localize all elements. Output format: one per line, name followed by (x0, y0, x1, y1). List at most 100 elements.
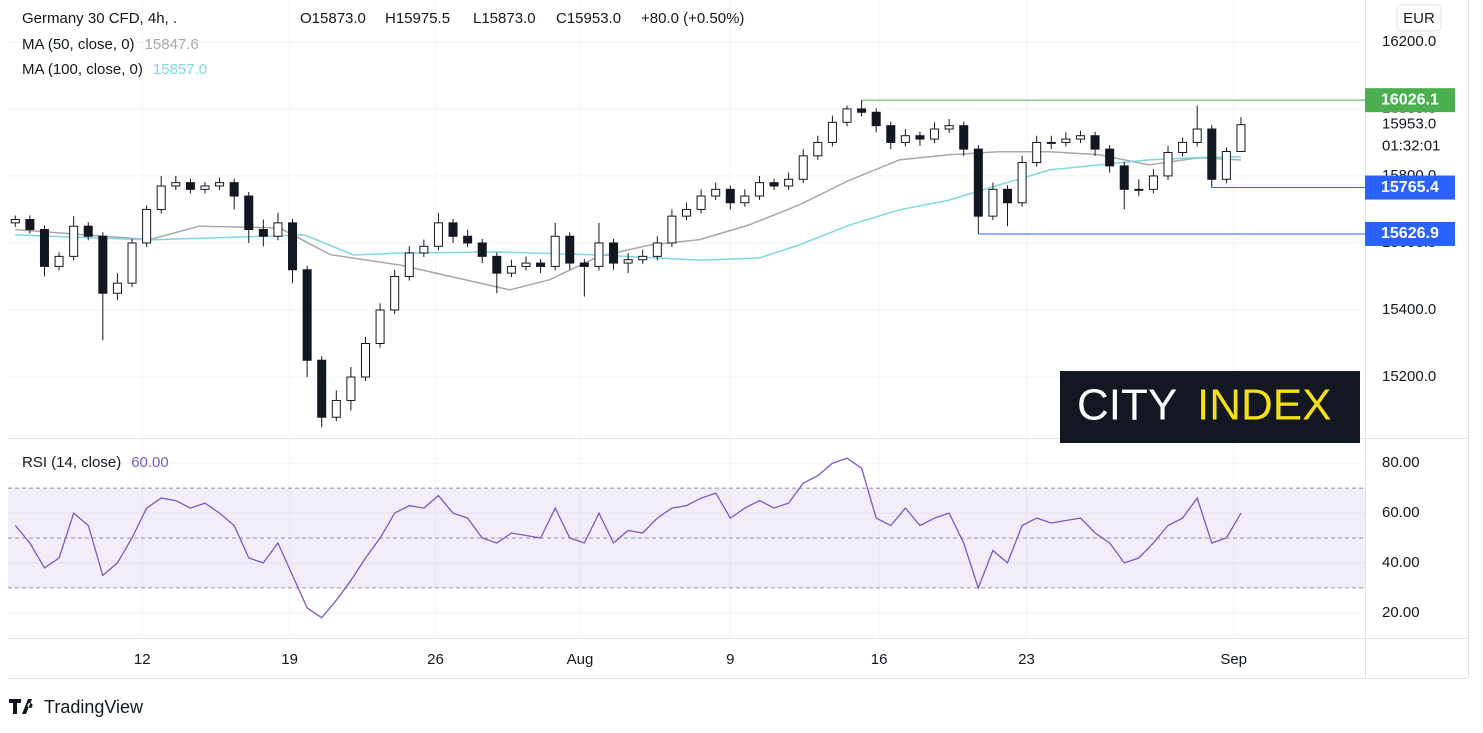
rsi-legend-value: 60.00 (131, 454, 169, 471)
candle-body (1061, 138, 1071, 143)
candle-body (594, 242, 604, 267)
candle-body (1090, 135, 1100, 150)
candle-body (127, 242, 137, 284)
candle-body (98, 235, 108, 294)
candle-body (83, 225, 93, 237)
candle-body (477, 242, 487, 257)
candle-body (39, 229, 49, 267)
rsi-tick-label: 20.00 (1382, 604, 1420, 621)
moving-average-line (15, 151, 1242, 291)
currency[interactable]: EUR (1403, 10, 1435, 27)
legend-value: 15847.6 (145, 36, 199, 53)
candle-body (842, 108, 852, 123)
candle-body (463, 235, 473, 244)
candle-body (69, 225, 79, 257)
candle-body (360, 342, 371, 378)
candle-body (1178, 141, 1188, 153)
ohlc-high: H15975.5 (385, 10, 450, 27)
candle-body (886, 125, 896, 143)
x-tick-label: Sep (1220, 651, 1247, 668)
candle-body (696, 195, 706, 210)
candle-body (930, 128, 940, 140)
level-label: 15765.4 (1381, 179, 1439, 196)
candle-body (725, 188, 735, 204)
candle-body (871, 111, 881, 127)
candle-body (798, 155, 808, 180)
currency-box[interactable] (1396, 4, 1442, 32)
level-label: 15626.9 (1381, 225, 1439, 242)
candle-body (988, 188, 998, 217)
countdown-label: 01:32:01 (1382, 138, 1440, 155)
legend-name: MA (50, close, 0) (22, 36, 135, 53)
candle-body (740, 195, 750, 204)
level-label-box (1365, 88, 1455, 113)
candle-body (667, 215, 677, 244)
candle-body (550, 235, 560, 267)
watermark-city: CITY (1077, 381, 1177, 430)
y-tick-label: 15400.0 (1382, 301, 1436, 318)
candle-body (652, 242, 662, 257)
candle-body (915, 135, 925, 140)
candle-body (1032, 141, 1042, 164)
candle-body (244, 195, 254, 231)
y-tick-label: 16200.0 (1382, 33, 1436, 50)
brand-icon[interactable] (9, 699, 33, 714)
candle-body (229, 182, 239, 197)
candle-body (973, 148, 983, 217)
candle-body (54, 255, 64, 267)
level-label-box (1365, 175, 1455, 200)
candle-body (331, 399, 341, 418)
candle-body (1134, 188, 1144, 191)
candle-body (1017, 162, 1027, 204)
candle-body (1192, 128, 1202, 143)
brand-name[interactable]: TradingView (44, 697, 144, 717)
candle-body (404, 252, 414, 277)
candle-body (638, 255, 648, 261)
y-tick-label: 15200.0 (1382, 368, 1436, 385)
candle-body (1148, 175, 1158, 190)
candle-body (565, 235, 575, 264)
candle-body (200, 185, 210, 190)
candle-body (536, 262, 546, 267)
candle-body (156, 185, 166, 210)
candle-body (375, 309, 385, 344)
candle-body (448, 222, 458, 237)
candle-body (185, 182, 195, 190)
candle-body (754, 182, 764, 197)
candle-body (1105, 148, 1115, 167)
x-tick-label: 12 (134, 651, 151, 668)
candle-body (681, 208, 692, 217)
candle-body (346, 376, 356, 401)
candle-body (609, 242, 619, 264)
candle-body (900, 135, 910, 143)
brand-logo[interactable]: TradingView (9, 697, 144, 717)
ohlc-close: C15953.0 (556, 10, 621, 27)
watermark-box (1060, 371, 1360, 443)
moving-average-line (15, 156, 1242, 261)
x-tick-label: Aug (567, 651, 594, 668)
candle-body (857, 108, 867, 113)
candle-body (1236, 124, 1246, 152)
plot (10, 99, 1365, 619)
ohlc-open: O15873.0 (300, 10, 366, 27)
candle-body (1163, 151, 1173, 177)
candle-body (784, 178, 794, 187)
chart-title: Germany 30 CFD, 4h, . (22, 10, 177, 27)
candle-body (215, 182, 225, 187)
legend-name: MA (100, close, 0) (22, 61, 143, 78)
candle-body (302, 269, 312, 361)
x-tick-label: 19 (281, 651, 298, 668)
last-price-label: 15953.0 (1382, 116, 1436, 133)
legend-value: 15857.0 (153, 61, 207, 78)
rsi-tick-label: 80.00 (1382, 454, 1420, 471)
rsi-line (14, 457, 1242, 619)
candle-body (288, 222, 298, 271)
last-price-box (1366, 112, 1456, 159)
candle-body (258, 229, 268, 237)
candle-body (492, 255, 502, 274)
x-tick-label: 23 (1018, 651, 1035, 668)
candle-body (273, 222, 283, 237)
rsi-tick-label: 60.00 (1382, 504, 1420, 521)
